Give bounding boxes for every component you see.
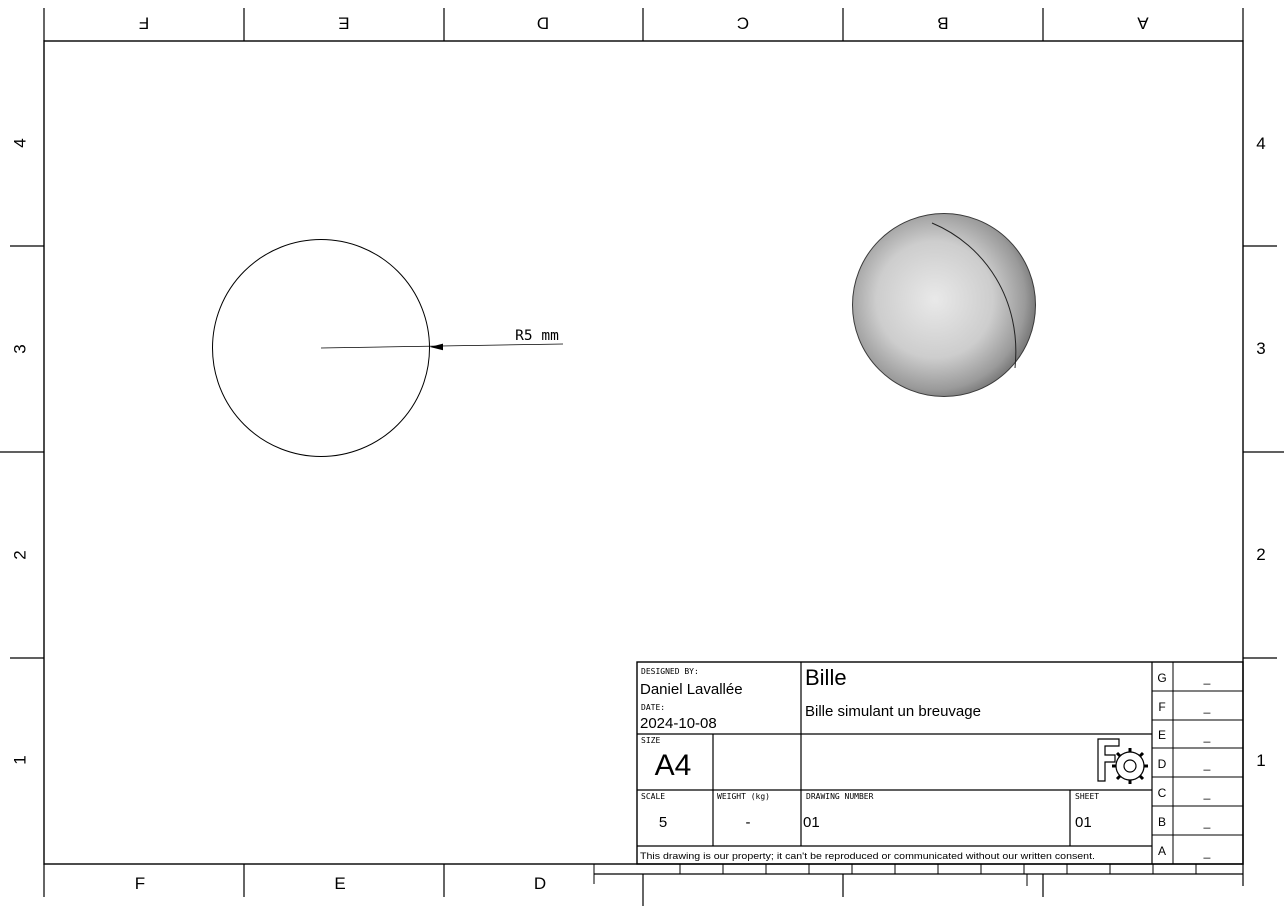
top-col-label: D bbox=[537, 14, 549, 33]
sheet-value[interactable]: 01 bbox=[1075, 814, 1092, 831]
scale-strip bbox=[593, 864, 1243, 886]
size-label: SIZE bbox=[641, 736, 660, 745]
bottom-column-letters: F E D bbox=[135, 874, 546, 893]
revision-value[interactable]: _ bbox=[1203, 729, 1211, 743]
weight-label: WEIGHT (kg) bbox=[717, 792, 770, 801]
date-value[interactable]: 2024-10-08 bbox=[640, 715, 717, 732]
revision-letter: C bbox=[1158, 786, 1167, 800]
front-view[interactable]: R5 mm bbox=[212, 239, 564, 457]
iso-view[interactable] bbox=[852, 213, 1036, 397]
right-row-label: 2 bbox=[1256, 545, 1265, 564]
top-column-letters: F E D C B A bbox=[139, 14, 1149, 33]
designed-by-value[interactable]: Daniel Lavallée bbox=[640, 681, 743, 698]
disclaimer-text: This drawing is our property; it can't b… bbox=[640, 851, 1095, 862]
revision-value[interactable]: _ bbox=[1203, 845, 1211, 859]
left-row-label: 2 bbox=[10, 550, 29, 559]
title-block: DESIGNED BY: Daniel Lavallée DATE: 2024-… bbox=[636, 661, 1244, 865]
dimension-arrowhead-icon bbox=[430, 343, 443, 351]
weight-value[interactable]: - bbox=[746, 814, 751, 831]
left-row-label: 3 bbox=[10, 344, 29, 353]
bottom-col-label: F bbox=[135, 874, 145, 893]
revision-letter: G bbox=[1157, 671, 1166, 685]
right-row-label: 4 bbox=[1256, 134, 1265, 153]
revision-letter: D bbox=[1158, 757, 1167, 771]
right-row-label: 1 bbox=[1256, 751, 1265, 770]
revision-letter: F bbox=[1158, 700, 1165, 714]
size-value[interactable]: A4 bbox=[655, 749, 692, 782]
revision-value[interactable]: _ bbox=[1203, 786, 1211, 800]
sheet-label: SHEET bbox=[1075, 792, 1099, 801]
revision-letter: E bbox=[1158, 728, 1166, 742]
sphere-shaded bbox=[852, 213, 1036, 397]
left-row-numbers: 4 3 2 1 bbox=[10, 138, 29, 764]
designed-by-label: DESIGNED BY: bbox=[641, 667, 699, 676]
revision-value[interactable]: _ bbox=[1203, 815, 1211, 829]
sphere-edge-curve bbox=[931, 222, 1017, 369]
radius-dimension-label[interactable]: R5 mm bbox=[515, 328, 559, 344]
bottom-col-label: E bbox=[334, 874, 345, 893]
left-row-label: 1 bbox=[10, 755, 29, 764]
right-row-label: 3 bbox=[1256, 339, 1265, 358]
date-label: DATE: bbox=[641, 703, 665, 712]
drawing-number-label: DRAWING NUMBER bbox=[806, 792, 874, 801]
side-zone-ticks bbox=[0, 245, 1284, 659]
top-col-label: E bbox=[338, 14, 349, 33]
drawing-subtitle[interactable]: Bille simulant un breuvage bbox=[805, 703, 981, 720]
scale-label: SCALE bbox=[641, 792, 665, 801]
top-zone-ticks bbox=[43, 8, 1244, 41]
top-col-label: B bbox=[937, 14, 948, 33]
freecad-gear-logo-icon bbox=[1097, 738, 1148, 784]
top-col-label: A bbox=[1137, 14, 1149, 33]
revision-value[interactable]: _ bbox=[1203, 757, 1211, 771]
ball-outline-circle bbox=[212, 239, 430, 457]
left-row-label: 4 bbox=[10, 138, 29, 147]
top-col-label: F bbox=[139, 14, 149, 33]
revision-value[interactable]: _ bbox=[1203, 671, 1211, 685]
revision-letter: B bbox=[1158, 815, 1166, 829]
bottom-col-label: D bbox=[534, 874, 546, 893]
revision-value[interactable]: _ bbox=[1203, 700, 1211, 714]
right-row-numbers: 4 3 2 1 bbox=[1256, 134, 1265, 770]
drawing-number-value[interactable]: 01 bbox=[803, 814, 820, 831]
top-col-label: C bbox=[737, 14, 749, 33]
bottom-zone-ticks bbox=[43, 864, 1244, 906]
revision-letter: A bbox=[1158, 844, 1166, 858]
scale-value[interactable]: 5 bbox=[659, 814, 667, 831]
drawing-title[interactable]: Bille bbox=[805, 665, 847, 690]
